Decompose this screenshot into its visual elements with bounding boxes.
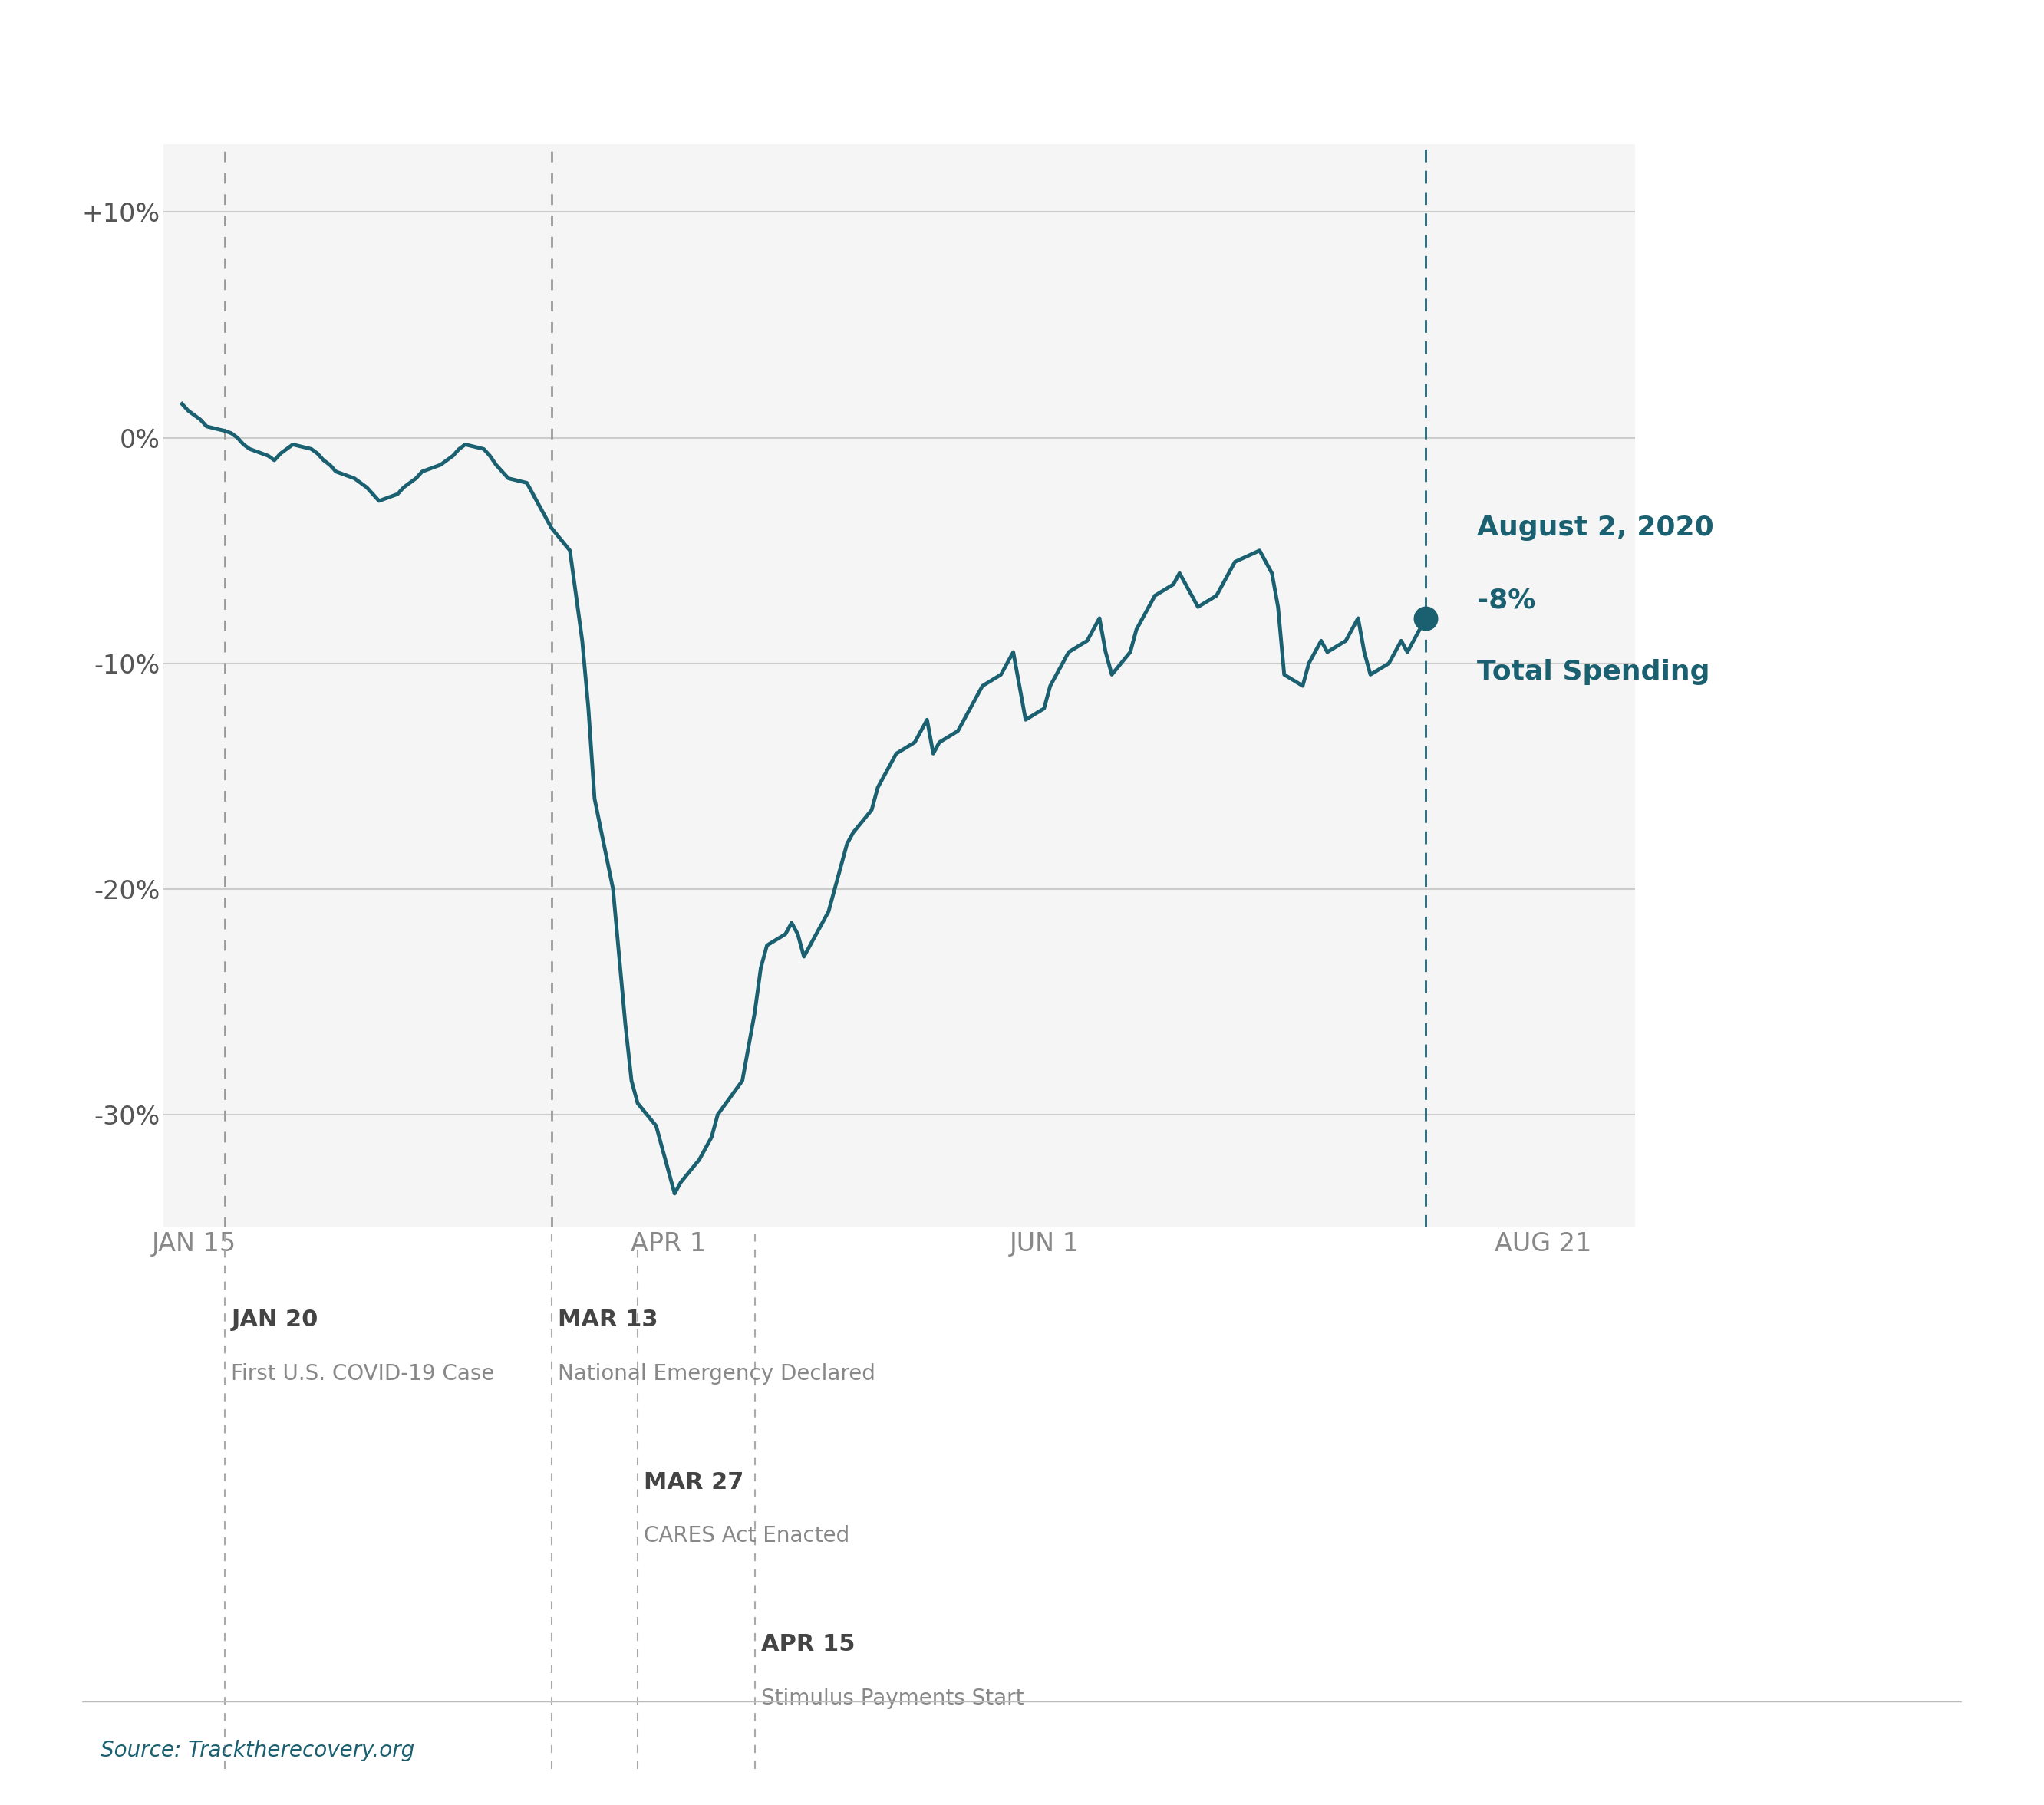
Text: Source: Tracktherecovery.org: Source: Tracktherecovery.org [100,1740,415,1762]
Text: Total Spending: Total Spending [1478,659,1709,686]
Text: Stimulus Payments Start: Stimulus Payments Start [760,1688,1024,1709]
Text: First U.S. COVID-19 Case: First U.S. COVID-19 Case [231,1363,495,1384]
Text: APR 15: APR 15 [760,1634,854,1655]
Text: National Emergency Declared: National Emergency Declared [558,1363,875,1384]
Text: MAR 13: MAR 13 [558,1309,658,1330]
Text: August 2, 2020: August 2, 2020 [1478,514,1713,542]
Text: CARES Act Enacted: CARES Act Enacted [644,1525,850,1547]
Text: JAN 20: JAN 20 [231,1309,319,1330]
Text: MAR 27: MAR 27 [644,1471,744,1493]
Text: -8%: -8% [1478,587,1535,614]
Text: % CHANGE IN TOTAL SPENDING BY U.S. CONSUMERS: % CHANGE IN TOTAL SPENDING BY U.S. CONSU… [51,51,1500,97]
